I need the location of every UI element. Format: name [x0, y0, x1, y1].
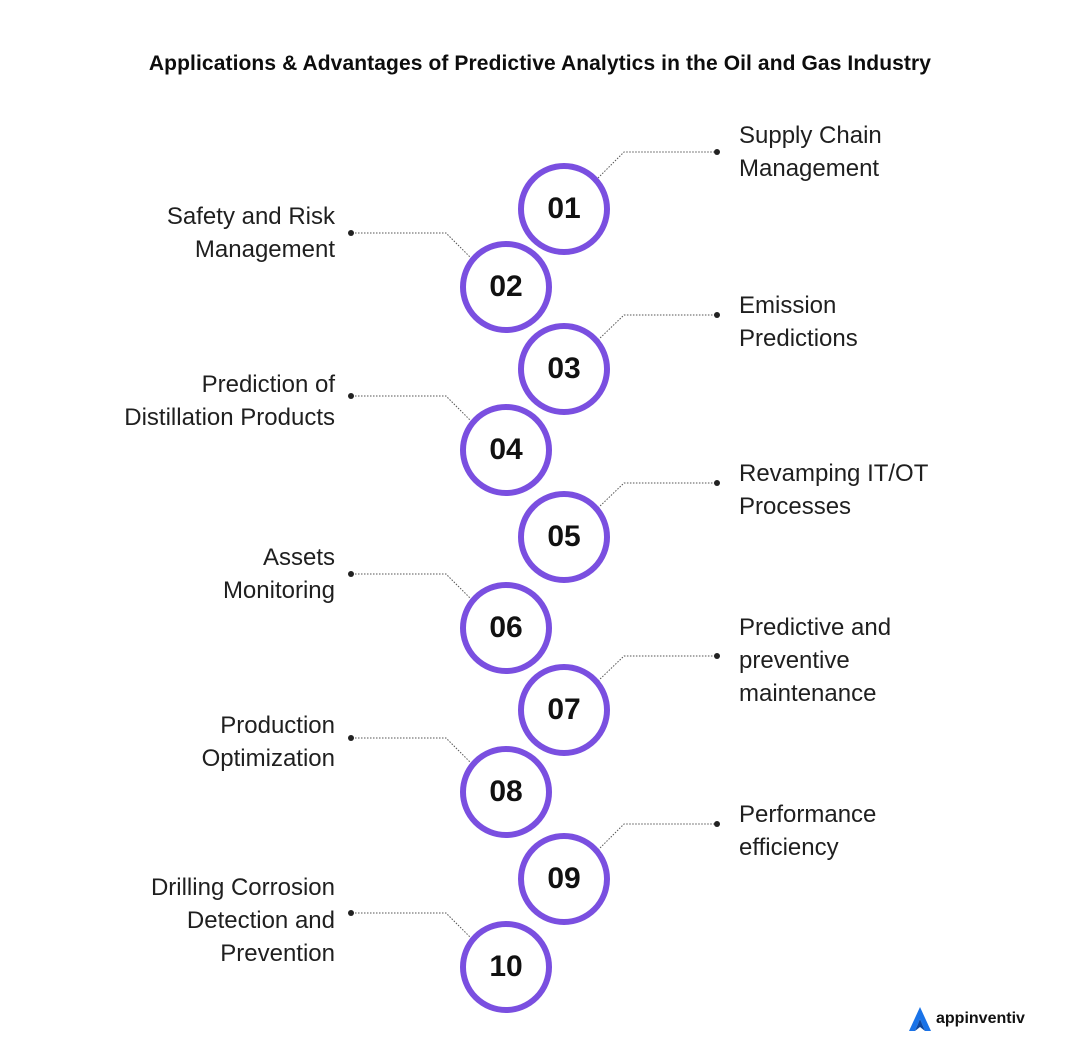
step-circle-05: 05 — [518, 491, 610, 583]
step-circle-09: 09 — [518, 833, 610, 925]
label-line: Performance — [739, 801, 877, 828]
label-line: preventive — [739, 647, 850, 674]
step-circle-06: 06 — [460, 582, 552, 674]
label-line: Supply Chain — [739, 122, 882, 149]
connector-03 — [597, 314, 716, 341]
label-supply-chain: Supply Chain Management — [739, 119, 1039, 185]
label-assets-monitoring: Assets Monitoring — [35, 541, 335, 607]
label-line: Assets — [262, 544, 335, 571]
brand-name: appinventiv — [936, 1010, 1025, 1027]
label-line: Management — [194, 236, 335, 263]
label-line: maintenance — [739, 680, 877, 707]
label-production-optimization: Production Optimization — [35, 709, 335, 775]
connector-07 — [597, 655, 716, 682]
label-line: Prediction of — [201, 371, 335, 398]
connector-04 — [352, 395, 473, 423]
label-line: Optimization — [201, 745, 335, 772]
step-circle-10: 10 — [460, 921, 552, 1013]
label-safety-risk: Safety and Risk Management — [35, 200, 335, 266]
connector-06 — [352, 573, 473, 601]
connector-dot-04 — [348, 393, 354, 399]
label-line: Safety and Risk — [166, 203, 335, 230]
label-line: Prevention — [220, 940, 335, 967]
label-predictive-maintenance: Predictive and preventive maintenance — [739, 611, 1039, 710]
brand-logo: appinventiv — [908, 1006, 1025, 1032]
connector-dot-09 — [714, 821, 720, 827]
label-line: Production — [220, 712, 335, 739]
connector-dot-02 — [348, 230, 354, 236]
label-line: efficiency — [739, 834, 839, 861]
label-line: Emission — [739, 292, 837, 319]
connector-dot-08 — [348, 735, 354, 741]
step-circle-07: 07 — [518, 664, 610, 756]
label-revamping-it-ot: Revamping IT/OT Processes — [739, 457, 1039, 523]
label-line: Management — [739, 155, 880, 182]
appinventiv-logo-icon — [909, 1007, 931, 1031]
step-circle-01: 01 — [518, 163, 610, 255]
label-line: Processes — [739, 493, 852, 520]
label-distillation-products: Prediction of Distillation Products — [35, 368, 335, 434]
connector-dot-03 — [714, 312, 720, 318]
connector-01 — [597, 151, 716, 179]
label-line: Monitoring — [222, 577, 335, 604]
connector-09 — [597, 823, 716, 851]
label-line: Detection and — [186, 907, 335, 934]
page-title: Applications & Advantages of Predictive … — [148, 52, 932, 75]
label-line: Distillation Products — [124, 404, 335, 431]
connector-dot-05 — [714, 480, 720, 486]
connector-02 — [352, 232, 473, 260]
connector-08 — [352, 737, 473, 765]
label-performance-efficiency: Performance efficiency — [739, 798, 1039, 864]
label-drilling-corrosion: Drilling Corrosion Detection and Prevent… — [35, 871, 335, 970]
label-line: Drilling Corrosion — [150, 874, 335, 901]
label-line: Predictive and — [739, 614, 892, 641]
connector-05 — [597, 482, 716, 509]
step-circle-02: 02 — [460, 241, 552, 333]
step-circle-04: 04 — [460, 404, 552, 496]
label-line: Predictions — [739, 325, 858, 352]
step-circle-08: 08 — [460, 746, 552, 838]
step-circle-03: 03 — [518, 323, 610, 415]
label-emission-predictions: Emission Predictions — [739, 289, 1039, 355]
connector-dot-10 — [348, 910, 354, 916]
connector-dot-07 — [714, 653, 720, 659]
connector-dot-06 — [348, 571, 354, 577]
connector-10 — [352, 912, 473, 940]
connector-dot-01 — [714, 149, 720, 155]
label-line: Revamping IT/OT — [739, 460, 929, 487]
